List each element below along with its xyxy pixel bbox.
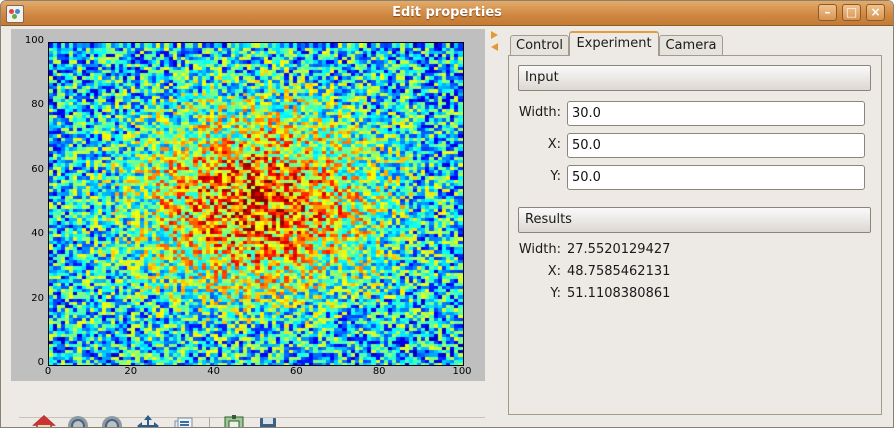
y-result-value: 51.1108380861 [567, 286, 671, 301]
x-tick-label: 100 [452, 366, 472, 377]
window-title: Edit properties [392, 5, 502, 20]
close-button[interactable]: × [866, 4, 885, 21]
splitter-handle[interactable] [491, 29, 499, 69]
y-input[interactable]: 50.0 [567, 165, 865, 190]
save-icon[interactable] [255, 413, 281, 427]
title-bar[interactable]: Edit properties – □ × [1, 1, 893, 26]
x-result-label: X: [547, 264, 561, 279]
maximize-button[interactable]: □ [842, 4, 861, 21]
width-result-value: 27.5520129427 [567, 242, 671, 257]
heatmap-image[interactable] [48, 42, 464, 366]
plot-toolbar [31, 411, 311, 427]
x-input[interactable]: 50.0 [567, 133, 865, 158]
divider [19, 417, 485, 418]
x-tick-label: 80 [372, 366, 386, 377]
y-tick-label: 100 [24, 35, 44, 46]
tab-bar: Control Experiment Camera [508, 31, 882, 56]
tab-content-experiment: Input Width: 30.0 X: 50.0 Y: 50.0 Result… [508, 55, 882, 415]
input-section-header: Input [518, 65, 871, 91]
zoom-icon[interactable] [171, 413, 197, 427]
x-tick-label: 60 [290, 366, 303, 377]
x-input-label: X: [547, 137, 561, 152]
tab-camera[interactable]: Camera [659, 35, 723, 55]
y-tick-label: 80 [31, 99, 44, 111]
y-tick-label: 40 [31, 228, 44, 240]
plot-panel: 0 20 40 60 80 100 0 20 40 60 80 100 [11, 27, 495, 427]
x-tick-label: 40 [207, 366, 220, 377]
properties-panel: Control Experiment Camera Input Width: 3… [508, 31, 882, 415]
y-result-label: Y: [550, 286, 561, 301]
back-icon[interactable] [65, 413, 91, 427]
results-section-header: Results [518, 207, 871, 233]
pan-icon[interactable] [135, 413, 161, 427]
width-result-label: Width: [518, 242, 561, 257]
tab-control[interactable]: Control [510, 35, 569, 55]
minimize-button[interactable]: – [818, 4, 837, 21]
y-tick-label: 20 [31, 292, 44, 304]
x-result-value: 48.7585462131 [567, 264, 671, 279]
subplots-icon[interactable] [221, 413, 247, 427]
width-input-label: Width: [518, 105, 561, 120]
tab-experiment[interactable]: Experiment [569, 31, 659, 56]
home-icon[interactable] [31, 413, 57, 427]
y-tick-label: 0 [37, 357, 44, 368]
y-input-label: Y: [550, 169, 561, 184]
width-input[interactable]: 30.0 [567, 101, 865, 126]
toolbar-separator [209, 417, 210, 427]
forward-icon[interactable] [99, 413, 125, 427]
y-tick-label: 60 [31, 163, 44, 175]
app-icon [6, 5, 24, 23]
x-tick-label: 20 [124, 366, 138, 377]
x-tick-label: 0 [44, 366, 52, 377]
